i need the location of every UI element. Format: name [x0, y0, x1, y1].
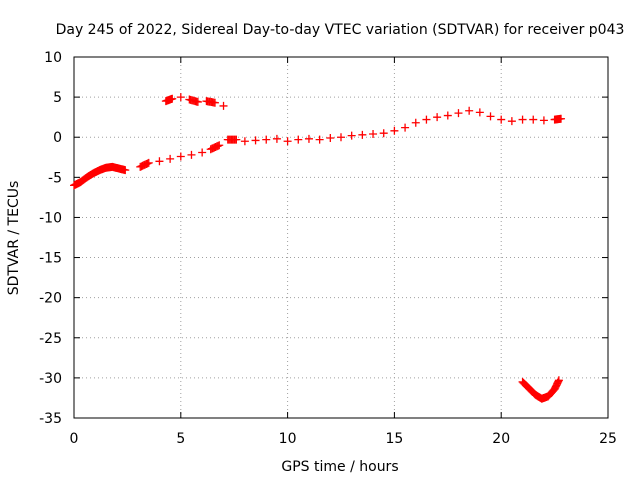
y-tick-label: -30 — [39, 371, 62, 387]
data-point — [262, 135, 271, 144]
y-tick-label: -10 — [39, 210, 62, 226]
data-point — [187, 150, 196, 159]
x-tick-label: 15 — [385, 431, 403, 447]
data-point — [240, 137, 249, 146]
data-point — [315, 135, 324, 144]
ticks: 0 5 10 15 20 25 -35 -30 -25 -20 -15 -10 -5 0 5 10 — [39, 50, 617, 447]
data-point — [166, 154, 175, 163]
data-point — [144, 158, 153, 167]
series-main — [70, 106, 566, 190]
plot-frame — [73, 56, 609, 419]
data-point — [168, 94, 177, 103]
data-point — [337, 133, 345, 142]
series-upper-arc — [161, 93, 228, 110]
data-point — [219, 101, 228, 110]
data-point — [210, 98, 219, 107]
data-point — [176, 93, 185, 102]
data-point — [486, 112, 495, 121]
y-tick-label: -15 — [39, 251, 62, 267]
y-axis-label: SDTVAR / TECUs — [6, 181, 22, 296]
data-point — [390, 126, 399, 135]
data-point — [326, 134, 335, 143]
data-point — [304, 134, 313, 143]
data-point — [251, 136, 260, 145]
data-point — [401, 123, 410, 132]
data-point — [121, 166, 130, 175]
y-tick-label: -35 — [39, 411, 62, 427]
data-point — [539, 116, 548, 125]
data-point — [272, 134, 281, 143]
data-point — [465, 106, 474, 115]
y-tick-label: -25 — [39, 331, 62, 347]
x-tick-label: 0 — [70, 431, 79, 447]
data-point — [554, 376, 563, 385]
y-tick-label: 0 — [53, 130, 62, 146]
data-point — [518, 115, 527, 124]
data-point — [379, 129, 388, 138]
data-point — [232, 135, 241, 144]
data-point — [507, 117, 516, 126]
x-tick-label: 20 — [492, 431, 510, 447]
x-tick-label: 5 — [176, 431, 185, 447]
data-point — [369, 130, 378, 139]
grid — [74, 57, 608, 418]
x-tick-label: 25 — [599, 431, 617, 447]
data-point — [454, 109, 463, 118]
data-points — [70, 93, 566, 403]
y-tick-label: 5 — [53, 90, 62, 106]
series-lower-arc — [518, 376, 563, 403]
data-point — [294, 135, 303, 144]
data-point — [155, 157, 164, 166]
data-point — [411, 118, 420, 127]
data-point — [193, 97, 202, 106]
data-point — [529, 115, 538, 124]
data-point — [443, 111, 452, 120]
data-point — [283, 137, 292, 146]
data-point — [557, 114, 566, 123]
data-point — [497, 115, 506, 124]
data-point — [347, 131, 356, 140]
data-point — [358, 130, 367, 139]
chart-title: Day 245 of 2022, Sidereal Day-to-day VTE… — [56, 22, 625, 38]
x-tick-label: 10 — [279, 431, 297, 447]
data-point — [176, 152, 185, 161]
y-tick-label: -5 — [48, 170, 62, 186]
data-point — [433, 113, 442, 122]
y-tick-label: 10 — [44, 50, 62, 66]
data-point — [475, 108, 484, 117]
data-point — [198, 148, 207, 157]
y-tick-label: -20 — [39, 291, 62, 307]
data-point — [422, 115, 431, 124]
x-axis-label: GPS time / hours — [281, 459, 398, 475]
data-point — [215, 141, 224, 150]
